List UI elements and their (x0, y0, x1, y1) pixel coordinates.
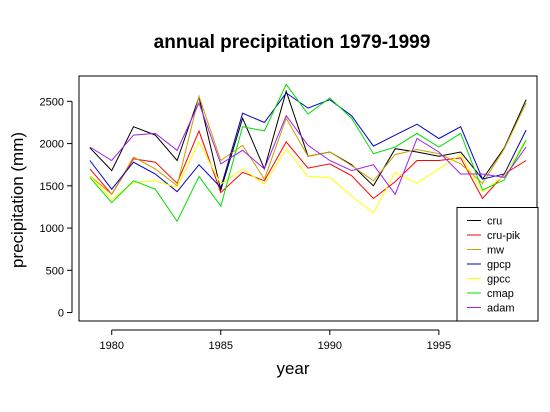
y-tick-label: 1500 (40, 181, 64, 193)
series-line-cru (89, 89, 527, 193)
series-line-mw (89, 94, 527, 196)
x-axis-title: year (276, 359, 309, 378)
legend: cru cru-pik mw gpcp gpcc cmap adam (456, 207, 539, 322)
series-line-cmap (89, 83, 527, 223)
legend-label: cru (487, 216, 502, 228)
y-tick-label: 1000 (40, 223, 64, 235)
y-axis-title: precipitation (mm) (8, 132, 27, 268)
legend-label: cru-pik (487, 230, 521, 242)
y-tick-label: 2500 (40, 96, 64, 108)
y-tick-label: 2000 (40, 139, 64, 151)
series-line-gpcc (89, 139, 527, 214)
legend-label: adam (487, 303, 515, 315)
axes: 1980 1985 1990 1995 0 500 1000 1500 2000 2500 (40, 96, 452, 352)
y-tick-label: 0 (58, 308, 64, 320)
series-line-cru-pik (89, 129, 527, 200)
series-lines (89, 83, 527, 223)
x-tick-label: 1995 (427, 340, 451, 352)
legend-label: cmap (487, 288, 514, 300)
legend-label: mw (487, 245, 504, 257)
series-line-adam (89, 101, 527, 196)
legend-label: gpcc (487, 274, 511, 286)
chart-title: annual precipitation 1979-1999 (154, 32, 431, 53)
y-tick-label: 500 (46, 265, 64, 277)
x-tick-label: 1990 (318, 340, 342, 352)
legend-label: gpcp (487, 259, 511, 271)
x-tick-label: 1980 (99, 340, 123, 352)
x-tick-label: 1985 (209, 340, 233, 352)
plot-frame (78, 75, 538, 322)
series-line-gpcp (89, 92, 527, 193)
